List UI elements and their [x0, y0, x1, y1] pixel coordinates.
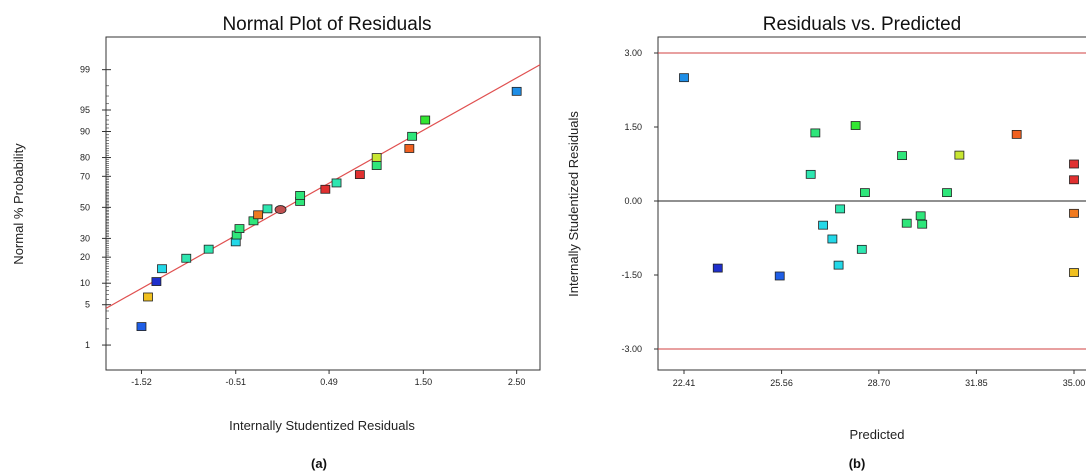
panel-a: Normal Plot of Residuals 1 5 10 20 30 50 70 80 9…: [11, 14, 541, 471]
chart-a-y-tick-label: 1: [85, 340, 90, 350]
chart-b-reference-lines: [658, 52, 1086, 350]
chart-b-point: [856, 244, 867, 254]
chart-a-point: [262, 204, 273, 214]
chart-a-point: [151, 277, 162, 286]
chart-a-x-tick-label: -1.52: [131, 377, 152, 387]
chart-a-y-tick-label: 5: [85, 300, 90, 310]
chart-a-y-tick-label: 30: [80, 233, 90, 243]
chart-a-point: [136, 322, 147, 331]
chart-a-y-tick-label: 10: [80, 278, 90, 288]
chart-a-point: [143, 292, 153, 302]
chart-b-y-axis-label: Internally Studentized Residuals: [566, 111, 581, 297]
chart-b-x-ticks: 22.41 25.56 28.70 31.85 35.00: [673, 370, 1086, 388]
chart-a-point: [181, 253, 192, 263]
chart-a-point: [320, 184, 331, 194]
chart-a-x-tick-label: 2.50: [508, 377, 526, 387]
panel-b: Residuals vs. Predicted 3.00 1.50 0.00 -1.5…: [566, 14, 1086, 471]
chart-b-x-tick-label: 31.85: [965, 378, 988, 388]
chart-a-y-axis-label: Normal % Probability: [11, 143, 26, 265]
chart-a-point: [253, 210, 264, 220]
chart-b-point: [827, 234, 838, 244]
chart-b-point: [1069, 268, 1079, 277]
chart-a-x-tick-label: 0.49: [320, 377, 338, 387]
chart-a-y-tick-label: 99: [80, 65, 90, 75]
chart-b-y-tick-label: 1.50: [624, 122, 642, 132]
chart-b-point: [818, 220, 828, 230]
chart-b-y-ticks: 3.00 1.50 0.00 -1.50 -3.00: [621, 48, 658, 354]
chart-a-points: [136, 86, 522, 331]
chart-b-point: [915, 211, 926, 221]
chart-a-point: [420, 115, 431, 125]
chart-b-y-tick-label: -1.50: [621, 270, 642, 280]
chart-b-point: [897, 151, 907, 161]
chart-a-point: [234, 224, 245, 233]
chart-b-x-tick-label: 28.70: [868, 378, 891, 388]
chart-b-x-tick-label: 25.56: [770, 378, 793, 388]
chart-b-point: [712, 263, 723, 273]
chart-b-x-tick-label: 35.00: [1063, 378, 1086, 388]
chart-b-point: [954, 150, 965, 160]
chart-a-point: [331, 178, 342, 188]
chart-a-point: [274, 205, 287, 214]
chart-b-point: [835, 204, 846, 214]
chart-b-point: [679, 73, 689, 83]
chart-a-x-axis-label: Internally Studentized Residuals: [229, 418, 415, 433]
chart-a-point: [295, 191, 306, 200]
chart-a-caption: (a): [311, 456, 327, 471]
chart-b-y-tick-label: 0.00: [624, 196, 642, 206]
chart-a-y-tick-label: 90: [80, 127, 90, 137]
chart-b-y-tick-label: -3.00: [621, 344, 642, 354]
chart-a-y-tick-label: 70: [80, 171, 90, 181]
chart-b-point: [860, 188, 870, 198]
chart-b-title: Residuals vs. Predicted: [763, 14, 962, 35]
chart-a-point: [203, 244, 214, 254]
chart-a-point: [404, 144, 415, 153]
chart-a-point: [511, 86, 522, 96]
chart-b-x-axis-label: Predicted: [850, 427, 905, 442]
chart-b-point: [917, 219, 928, 229]
chart-b-point: [1069, 159, 1079, 169]
chart-b-point: [833, 260, 844, 270]
chart-a-plot-frame: [105, 36, 541, 371]
chart-a-point: [407, 131, 418, 141]
chart-b-point: [1069, 175, 1079, 185]
chart-b-y-tick-label: 3.00: [624, 48, 642, 58]
chart-b-point: [1011, 129, 1022, 139]
chart-b-point: [901, 218, 912, 228]
chart-a-point: [371, 153, 382, 162]
chart-b-point: [942, 188, 952, 198]
chart-a-x-tick-label: -0.51: [225, 377, 246, 387]
chart-b-point: [810, 128, 821, 138]
chart-b-point: [850, 121, 861, 130]
chart-b-point: [774, 271, 785, 281]
chart-a-y-ticks: 1 5 10 20 30 50 70 80 90 95 99: [80, 65, 111, 350]
chart-b-x-tick-label: 22.41: [673, 378, 696, 388]
chart-a-point: [354, 170, 365, 180]
chart-b-caption: (b): [849, 456, 866, 471]
chart-a-y-tick-label: 20: [80, 252, 90, 262]
chart-b-point: [805, 169, 816, 179]
chart-a-title: Normal Plot of Residuals: [222, 14, 431, 35]
chart-a-point: [371, 161, 382, 170]
chart-a-point: [157, 264, 167, 274]
chart-b-plot-frame: [657, 36, 1086, 371]
chart-a-y-tick-label: 80: [80, 153, 90, 163]
chart-a-x-tick-label: 1.50: [415, 377, 433, 387]
chart-a-y-tick-label: 95: [80, 105, 90, 115]
chart-b-points: [679, 73, 1079, 281]
chart-a-x-ticks: -1.52 -0.51 0.49 1.50 2.50: [131, 370, 525, 387]
chart-a-y-tick-label: 50: [80, 202, 90, 212]
chart-b-point: [1069, 208, 1079, 218]
